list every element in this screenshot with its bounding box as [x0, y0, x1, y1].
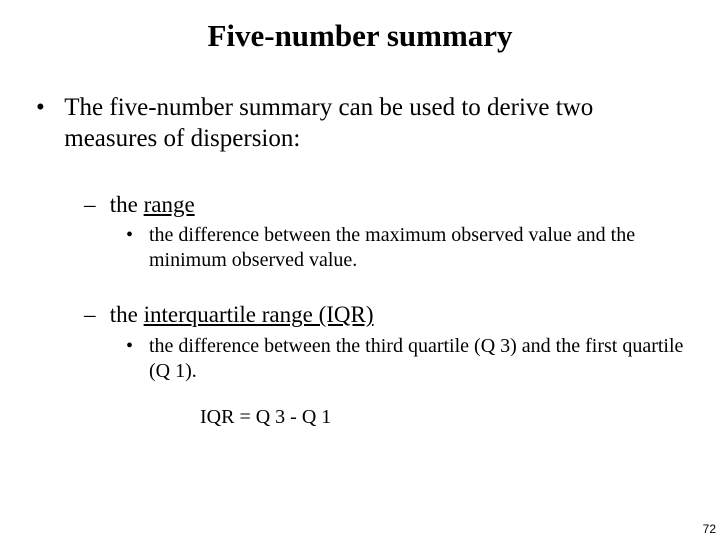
intro-bullet: • The five-number summary can be used to… [36, 92, 720, 155]
bullet-dot-icon: • [36, 92, 58, 123]
range-item: – the range [84, 191, 720, 220]
iqr-prefix: the [110, 302, 144, 327]
range-desc-item: • the difference between the maximum obs… [126, 223, 720, 273]
range-term: range [144, 192, 195, 217]
iqr-term: interquartile range (IQR) [144, 302, 374, 327]
iqr-label: the interquartile range (IQR) [110, 301, 374, 330]
iqr-desc: the difference between the third quartil… [149, 334, 689, 384]
dash-icon: – [84, 301, 104, 330]
slide: Five-number summary • The five-number su… [0, 0, 720, 540]
iqr-desc-item: • the difference between the third quart… [126, 334, 720, 384]
dash-icon: – [84, 191, 104, 220]
range-label: the range [110, 191, 195, 220]
iqr-formula: IQR = Q 3 - Q 1 [200, 406, 720, 429]
iqr-item: – the interquartile range (IQR) [84, 301, 720, 330]
page-number: 72 [703, 522, 716, 536]
range-desc: the difference between the maximum obser… [149, 223, 689, 273]
bullet-dot-icon: • [126, 334, 144, 359]
bullet-dot-icon: • [126, 223, 144, 248]
range-prefix: the [110, 192, 144, 217]
slide-title: Five-number summary [0, 0, 720, 54]
intro-text: The five-number summary can be used to d… [64, 92, 674, 155]
